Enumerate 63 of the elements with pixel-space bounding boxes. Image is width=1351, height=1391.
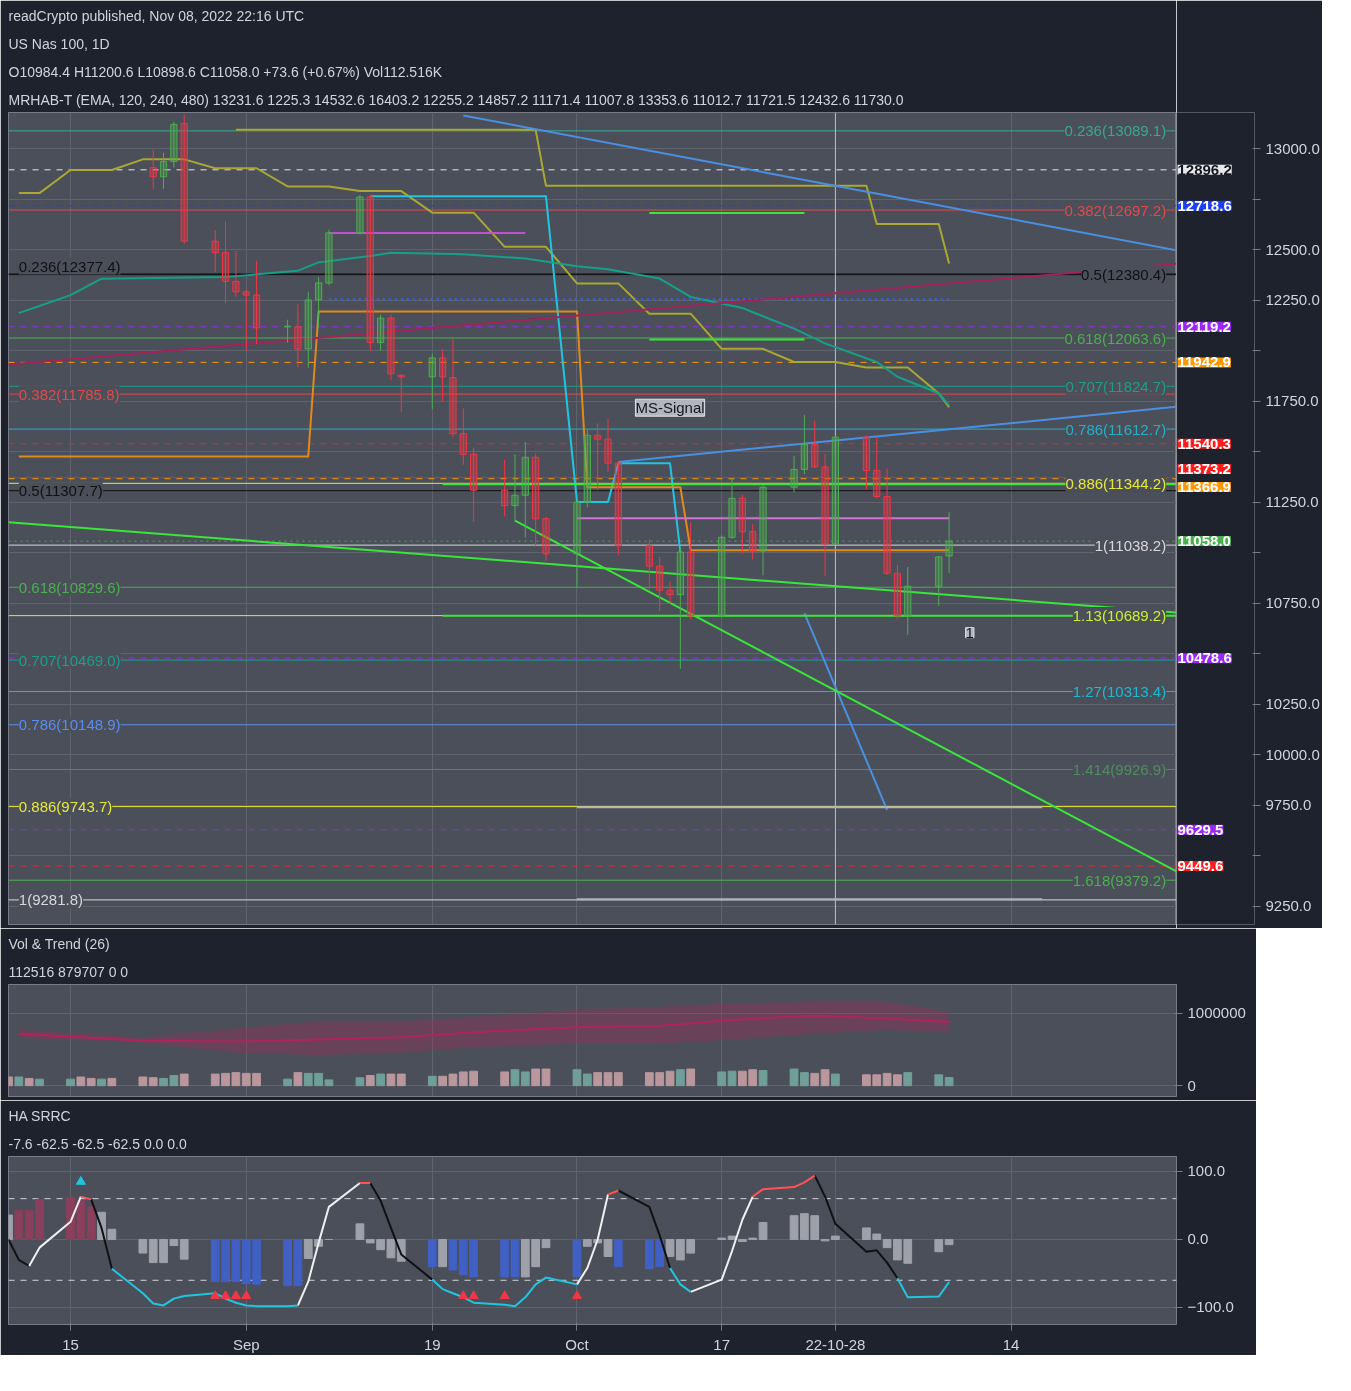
y-tick-label: 9250.0 bbox=[1265, 897, 1312, 915]
y-tick-label: −100.0 bbox=[1187, 1298, 1234, 1316]
annotation: 0.707(11824.7) bbox=[1065, 377, 1167, 395]
y-tick-label: 0 bbox=[1187, 1076, 1196, 1094]
annotation: 0.382(12697.2) bbox=[1064, 201, 1167, 219]
chart-title: US Nas 100, 1D bbox=[8, 35, 110, 52]
x-tick-label: 14 bbox=[1002, 1335, 1020, 1353]
annotation: 0.707(10469.0) bbox=[18, 651, 121, 669]
annotation: 1(9281.8) bbox=[18, 891, 84, 909]
ref-line-label: 9449.6 bbox=[1177, 857, 1224, 874]
ref-line-label: 9629.5 bbox=[1177, 820, 1224, 838]
ref-line-label: 11058.0 bbox=[1177, 532, 1231, 550]
ref-line-label: 12119.2 bbox=[1177, 317, 1231, 335]
x-tick-label: 22-10-28 bbox=[805, 1335, 866, 1353]
x-tick-label: 17 bbox=[713, 1335, 731, 1353]
text: readCrypto published, Nov 08, 2022 22:16 UTC bbox=[8, 7, 305, 24]
annotation: 0.786(11612.7) bbox=[1065, 420, 1167, 438]
x-tick-label: 19 bbox=[423, 1335, 441, 1353]
text: MRHAB-T (EMA, 120, 240, 480) 13231.6 1225.3 14532.6 16403.2 12255.2 14857.2 11171.4 11007.8 13353.6 11012.7 11721.5 12432.6 11730.0 bbox=[8, 91, 904, 108]
annotation: 0.5(12380.4) bbox=[1081, 265, 1167, 283]
chart-subtitle: 112516 879707 0 0 bbox=[8, 963, 129, 980]
chart-subtitle: O10984.4 H11200.6 L10898.6 C11058.0 +73.6 (+0.67%) Vol112.516K bbox=[8, 63, 443, 80]
x-tick-label: 15 bbox=[62, 1335, 79, 1353]
ref-line-label: 11373.2 bbox=[1177, 460, 1231, 478]
ref-line-label: 11540.3 bbox=[1177, 434, 1231, 452]
chart-subtitle: -7.6 -62.5 -62.5 -62.5 0.0 0.0 bbox=[8, 1135, 187, 1152]
ref-line-label: 11942.9 bbox=[1177, 353, 1231, 371]
annotation: 0.886(11344.2) bbox=[1065, 474, 1167, 492]
ref-line-label: 12718.6 bbox=[1177, 196, 1232, 214]
ref-line-label: 11366.9 bbox=[1177, 478, 1231, 496]
ref-line-label: 10478.6 bbox=[1177, 649, 1232, 667]
annotation: 1 bbox=[965, 623, 974, 641]
annotation: 1(11038.2) bbox=[1094, 536, 1167, 554]
annotation: 0.5(11307.7) bbox=[18, 482, 103, 500]
y-tick-label: 13000.0 bbox=[1265, 139, 1320, 157]
y-tick-label: 10000.0 bbox=[1265, 745, 1320, 763]
y-tick-label: 100.0 bbox=[1187, 1162, 1226, 1180]
y-tick-label: 9750.0 bbox=[1265, 796, 1312, 814]
annotation: 0.618(12063.6) bbox=[1064, 329, 1167, 347]
y-tick-label: 12500.0 bbox=[1265, 240, 1320, 258]
y-tick-label: 10250.0 bbox=[1265, 695, 1320, 713]
annotation: 0.786(10148.9) bbox=[18, 716, 121, 734]
y-tick-label: 11750.0 bbox=[1265, 392, 1319, 410]
x-tick-label: Oct bbox=[565, 1335, 590, 1353]
ref-line-label: 12896.2 bbox=[1177, 160, 1232, 178]
annotation: 1.618(9379.2) bbox=[1072, 871, 1167, 889]
annotation: 1.27(10313.4) bbox=[1072, 683, 1167, 701]
annotation: 0.236(13089.1) bbox=[1064, 122, 1167, 140]
annotation: 0.618(10829.6) bbox=[18, 578, 121, 596]
y-tick-label: 10750.0 bbox=[1265, 594, 1320, 612]
y-tick-label: 12250.0 bbox=[1265, 291, 1320, 309]
annotation: 1.13(10689.2) bbox=[1072, 607, 1167, 625]
chart-title: HA SRRC bbox=[8, 1107, 71, 1124]
chart-title: Vol & Trend (26) bbox=[8, 935, 110, 952]
annotation: 0.382(11785.8) bbox=[18, 385, 120, 403]
x-tick-label: Sep bbox=[232, 1335, 260, 1353]
y-tick-label: 0.0 bbox=[1187, 1230, 1209, 1248]
y-tick-label: 1000000 bbox=[1187, 1004, 1246, 1022]
annotation: 0.236(12377.4) bbox=[18, 257, 121, 275]
annotation: 0.886(9743.7) bbox=[18, 798, 113, 816]
annotation: 1.414(9926.9) bbox=[1072, 761, 1167, 779]
y-tick-label: 11250.0 bbox=[1265, 493, 1319, 511]
annotation: MS-Signal bbox=[635, 399, 705, 417]
